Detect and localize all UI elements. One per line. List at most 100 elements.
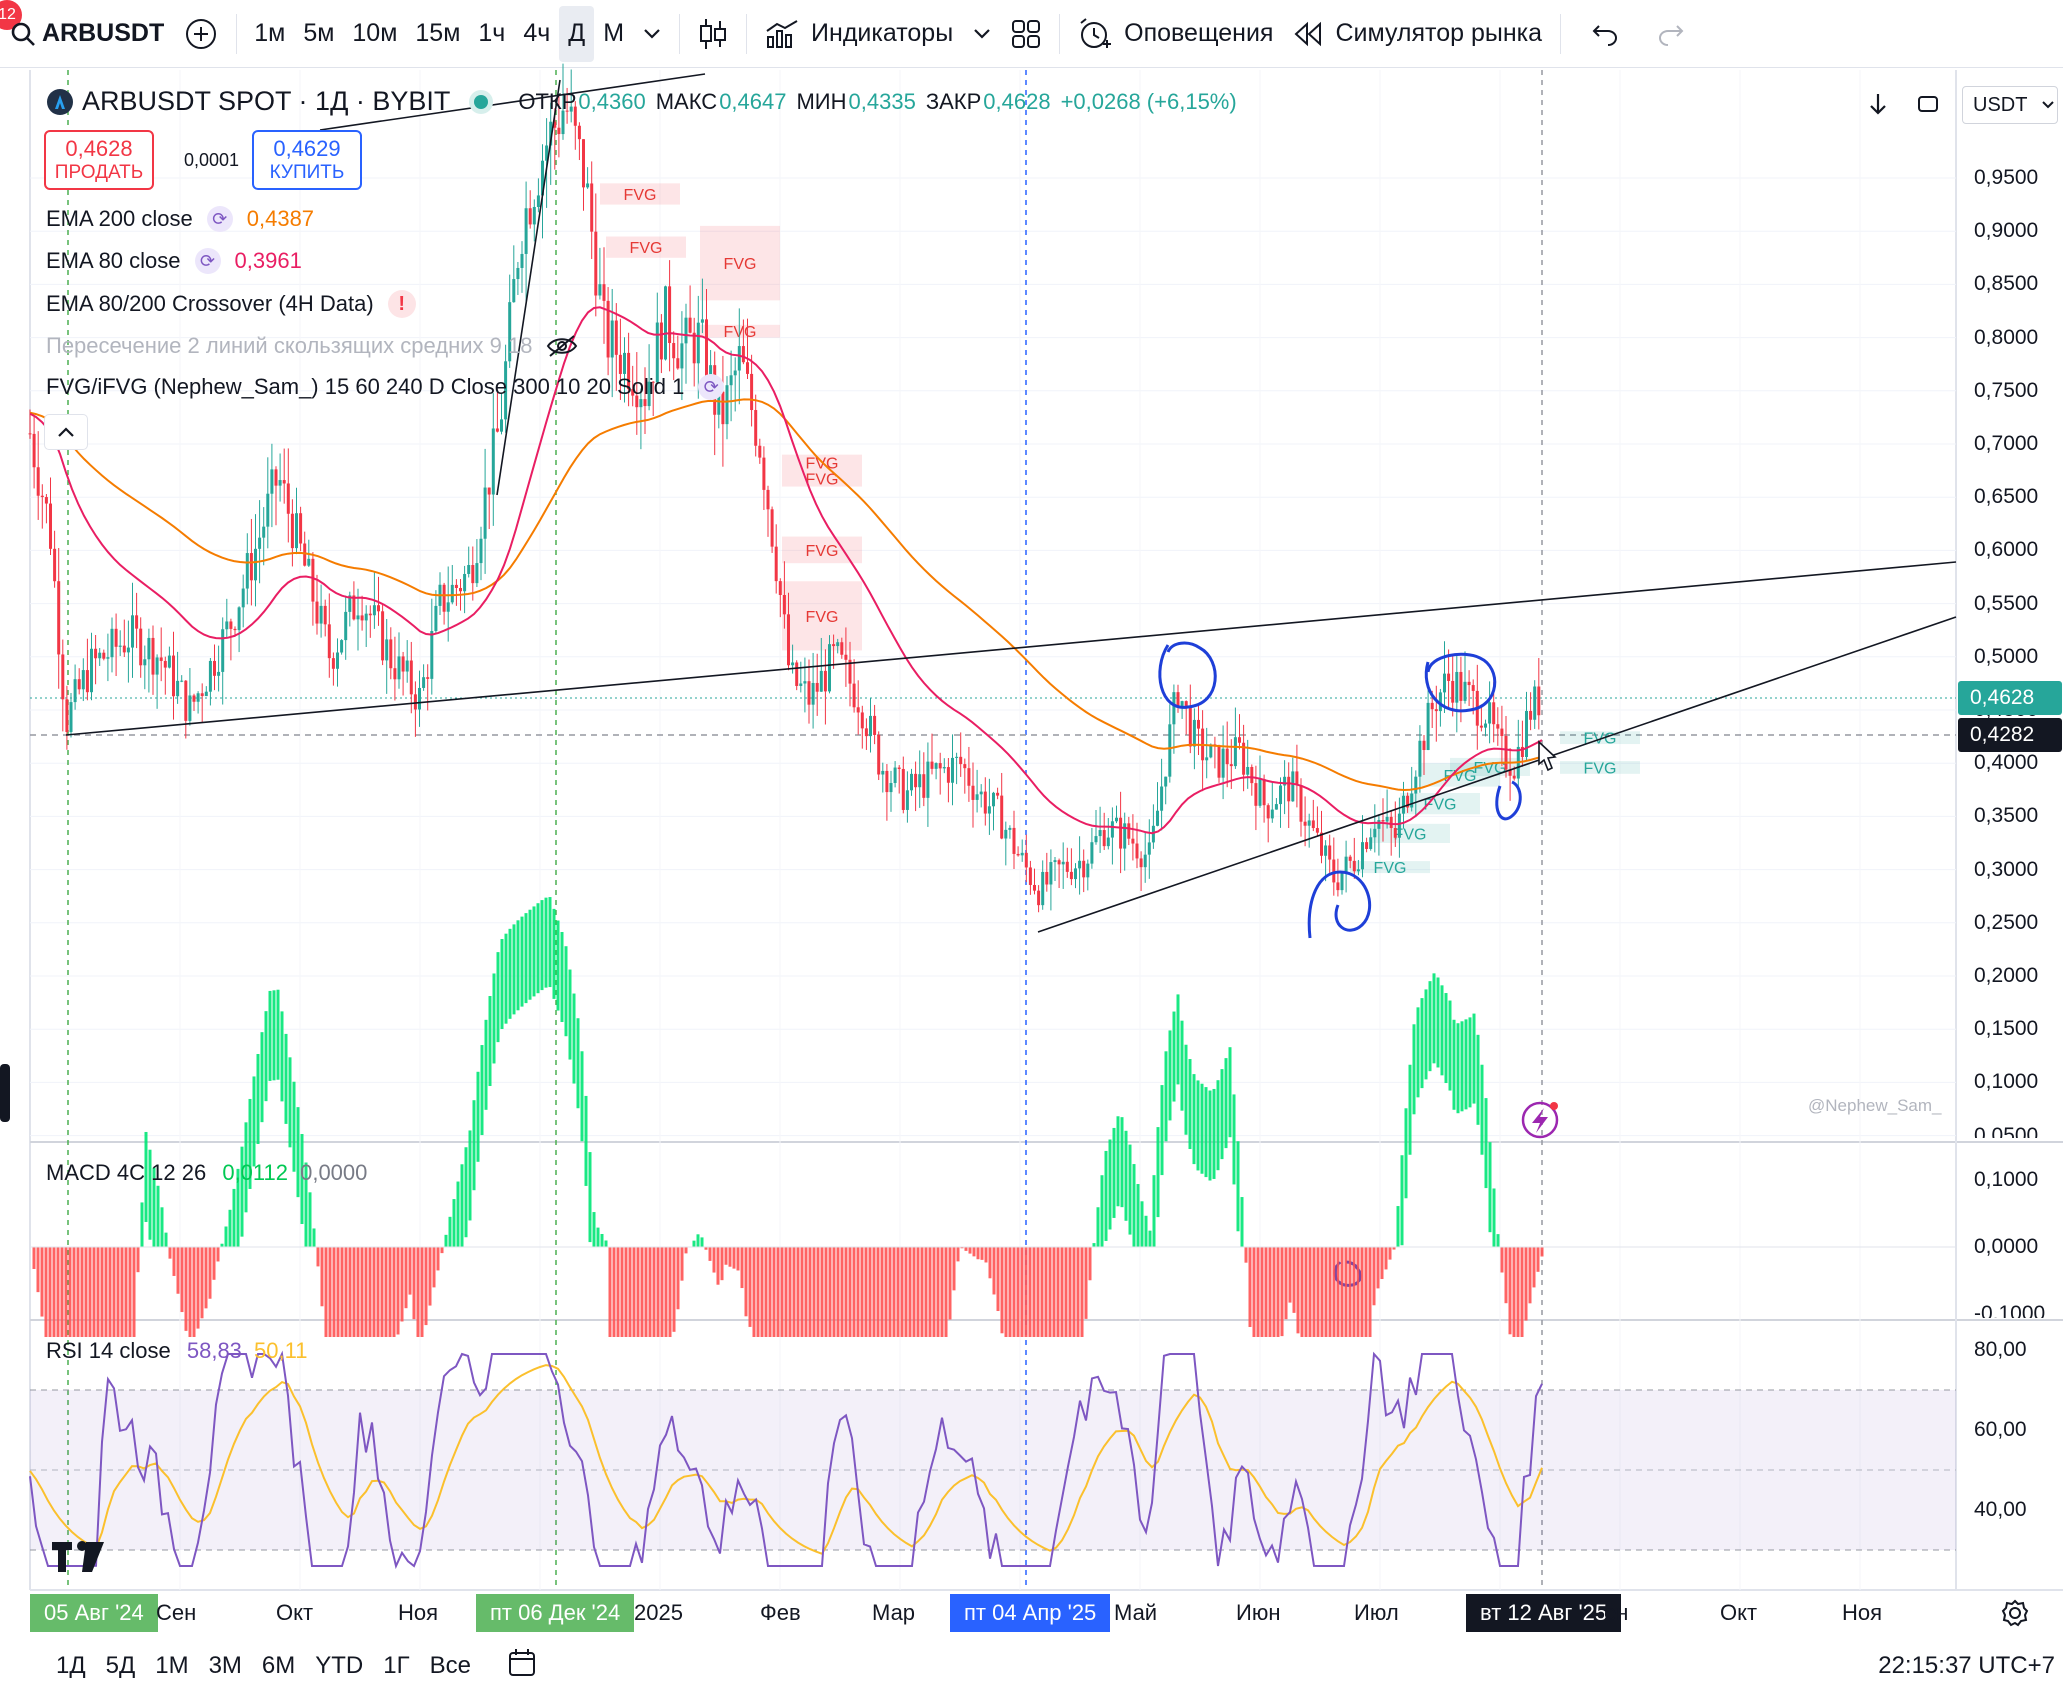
interval-month[interactable]: М xyxy=(603,19,625,47)
annotation-mark-aug[interactable] xyxy=(1495,780,1522,821)
replay-button[interactable]: Симулятор рынка xyxy=(1283,6,1552,62)
range-ytd[interactable]: YTD xyxy=(315,1651,364,1679)
macd-bar-negative xyxy=(1088,1247,1092,1281)
notification-badge[interactable]: 12 xyxy=(0,0,22,30)
price-scale-label: 0,3500 xyxy=(1974,804,2039,828)
market-status-dot[interactable] xyxy=(474,94,489,109)
currency-select[interactable]: USDT xyxy=(1962,86,2058,124)
candle-down xyxy=(852,683,856,708)
macd-bar-positive xyxy=(552,908,556,999)
indicators-dropdown[interactable] xyxy=(963,6,1001,62)
interval-1h[interactable]: 1ч xyxy=(478,19,506,47)
candle-up xyxy=(729,375,733,386)
range-1y[interactable]: 1Г xyxy=(383,1651,410,1679)
interval-day[interactable]: Д xyxy=(559,5,595,62)
sell-button[interactable]: 0,4628 ПРОДАТЬ xyxy=(44,130,154,190)
toolbar-separator xyxy=(1059,13,1061,54)
macd-bar-positive xyxy=(1240,1197,1244,1247)
candle-up xyxy=(266,493,270,527)
indicators-button[interactable]: Индикаторы xyxy=(755,6,963,62)
fullscreen-button[interactable] xyxy=(1906,82,1950,126)
undo-button[interactable] xyxy=(1581,6,1629,62)
macd-bar-negative xyxy=(1036,1247,1040,1337)
trendline-top[interactable] xyxy=(319,73,706,131)
chevron-down-icon xyxy=(974,28,990,39)
calendar-icon xyxy=(508,1649,535,1676)
macd-value1: 0,0112 xyxy=(222,1160,288,1185)
macd-bar-positive xyxy=(1464,1019,1468,1110)
macd-bar-negative xyxy=(108,1247,112,1337)
annotation-circle-may[interactable] xyxy=(1158,641,1217,709)
indicator-ema-crossover[interactable]: EMA 80/200 Crossover (4H Data) ! xyxy=(46,290,416,318)
interval-10m[interactable]: 10м xyxy=(352,19,398,47)
macd-legend[interactable]: MACD 4C 12 26 0,0112 0,0000 xyxy=(46,1160,367,1186)
chart-title[interactable]: ARBUSDT SPOT · 1Д · BYBIT xyxy=(82,86,451,116)
macd-bar-positive xyxy=(1196,1080,1200,1171)
refresh-icon[interactable]: ⟳ xyxy=(194,248,221,274)
macd-bar-positive xyxy=(496,952,500,1043)
candle-up xyxy=(664,286,667,360)
fvg-label: FVG xyxy=(624,187,657,204)
scroll-to-realtime-button[interactable] xyxy=(1856,82,1900,126)
lightning-icon[interactable] xyxy=(1521,1101,1559,1139)
macd-bar-negative xyxy=(1308,1247,1312,1337)
interval-1m[interactable]: 1м xyxy=(254,19,286,47)
add-symbol-button[interactable] xyxy=(174,6,228,62)
tradingview-logo[interactable] xyxy=(52,1541,104,1572)
annotations[interactable] xyxy=(1158,641,1522,1287)
annotation-circle-jul-top[interactable] xyxy=(1424,652,1497,713)
candle-up xyxy=(1418,740,1422,777)
macd-bar-positive xyxy=(568,969,572,1060)
collapse-legend-button[interactable] xyxy=(44,414,88,450)
macd-bar-negative xyxy=(360,1247,364,1337)
indicator-ma-cross-hidden[interactable]: Пересечение 2 линий скользящих средних 9… xyxy=(46,333,578,359)
macd-bar-negative xyxy=(132,1247,136,1337)
candle-down xyxy=(1028,867,1032,885)
macd-bar-negative xyxy=(196,1247,200,1329)
interval-dropdown[interactable] xyxy=(633,6,671,62)
candle-down xyxy=(1303,821,1307,826)
left-toolbar-active-tool[interactable] xyxy=(0,1064,10,1122)
interval-5m[interactable]: 5м xyxy=(303,19,335,47)
range-all[interactable]: Все xyxy=(429,1651,471,1679)
indicator-fvg[interactable]: FVG/iFVG (Nephew_Sam_) 15 60 240 D Close… xyxy=(46,374,738,400)
trendline-steep[interactable] xyxy=(496,79,561,496)
range-1d[interactable]: 1Д xyxy=(56,1651,86,1679)
interval-4h[interactable]: 4ч xyxy=(523,19,551,47)
trendline-upper[interactable] xyxy=(65,561,1957,736)
macd-bar-positive xyxy=(480,1045,484,1136)
macd-bar-positive xyxy=(1472,1013,1476,1104)
refresh-icon[interactable]: ⟳ xyxy=(698,374,725,400)
chart-type-button[interactable] xyxy=(688,6,738,62)
time-label-mar: Мар xyxy=(872,1600,916,1625)
indicator-ema200[interactable]: EMA 200 close ⟳ 0,4387 xyxy=(46,206,314,232)
clock[interactable]: 22:15:37 UTC+7 xyxy=(1878,1652,2055,1679)
macd-bar-negative xyxy=(328,1247,332,1337)
annotation-circle-jun-low[interactable] xyxy=(1307,870,1372,939)
sell-price: 0,4628 xyxy=(65,136,133,161)
range-5d[interactable]: 5Д xyxy=(105,1651,136,1679)
range-1m[interactable]: 1М xyxy=(155,1651,189,1679)
alerts-button[interactable]: Оповещения xyxy=(1068,6,1283,62)
range-3m[interactable]: 3М xyxy=(208,1651,242,1679)
candle-down xyxy=(618,354,622,374)
ema80-value: 0,3961 xyxy=(234,248,302,273)
redo-button[interactable] xyxy=(1647,6,1695,62)
symbol-search-button[interactable]: ARBUSDT xyxy=(2,6,174,62)
candle-down xyxy=(352,595,356,620)
date-range-button[interactable] xyxy=(497,1647,547,1683)
refresh-icon[interactable]: ⟳ xyxy=(206,206,233,232)
candle-up xyxy=(1123,823,1127,849)
rsi-legend[interactable]: RSI 14 close 58,83 50,11 xyxy=(46,1338,307,1364)
templates-button[interactable] xyxy=(1001,6,1051,62)
range-6m[interactable]: 6М xyxy=(261,1651,296,1679)
indicator-ema80[interactable]: EMA 80 close ⟳ 0,3961 xyxy=(46,248,302,274)
macd-bar-positive xyxy=(1216,1080,1220,1171)
warning-icon[interactable]: ! xyxy=(387,290,416,318)
eye-crossed-icon[interactable] xyxy=(546,334,578,358)
buy-button[interactable]: 0,4629 КУПИТЬ xyxy=(252,130,362,190)
time-axis-settings-button[interactable] xyxy=(2000,1598,2030,1633)
interval-15m[interactable]: 15м xyxy=(415,19,461,47)
trendline-lower[interactable] xyxy=(1037,616,1957,933)
